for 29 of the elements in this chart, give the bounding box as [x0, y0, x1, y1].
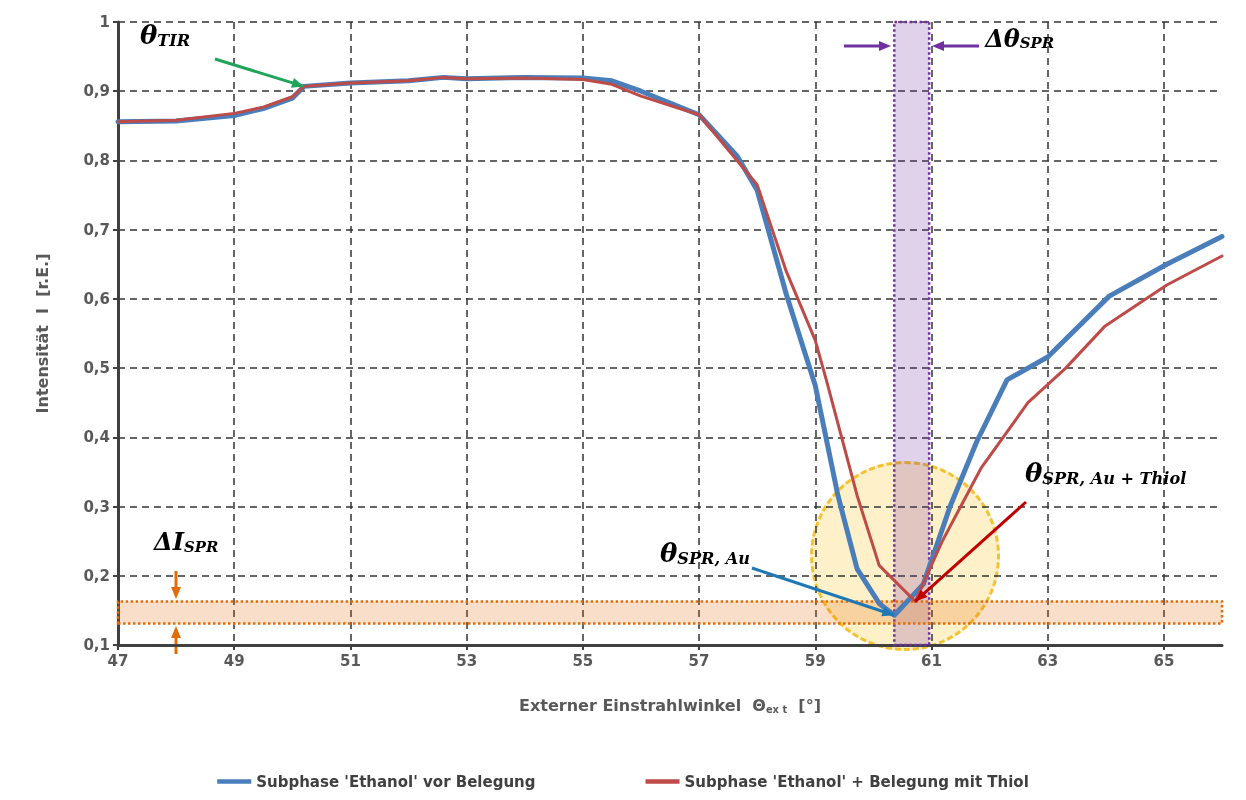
y-tick-label: 1 [99, 13, 110, 31]
x-tick-label: 55 [572, 651, 594, 670]
x-tick-label: 51 [339, 651, 361, 670]
annotation: θTIR [140, 20, 191, 51]
y-tick-label: 0,9 [83, 82, 110, 101]
y-tick-label: 0,2 [83, 566, 110, 585]
x-tick-label: 65 [1153, 651, 1175, 670]
annotation: θSPR, Au [660, 538, 750, 569]
y-tick-label: 0,3 [83, 497, 110, 516]
x-tick-label: 59 [804, 651, 826, 670]
x-tick-label: 47 [107, 651, 129, 670]
y-tick-label: 0,8 [83, 151, 110, 170]
legend-label: Subphase 'Ethanol' + Belegung mit Thiol [684, 772, 1029, 791]
legend-label: Subphase 'Ethanol' vor Belegung [256, 772, 536, 791]
x-axis-title: Externer Einstrahlwinkel Θex t [°] [519, 696, 821, 716]
x-tick-label: 49 [223, 651, 245, 670]
y-tick-label: 0,4 [83, 428, 110, 447]
x-tick-label: 63 [1037, 651, 1059, 670]
x-tick-label: 53 [456, 651, 478, 670]
y-axis-title: Intensität I [r.E.] [32, 253, 52, 414]
y-tick-label: 0,1 [83, 636, 110, 654]
y-tick-label: 0,5 [83, 359, 110, 378]
y-tick-label: 0,7 [83, 220, 110, 239]
x-tick-label: 57 [688, 651, 710, 670]
y-tick-label: 0,6 [83, 289, 110, 308]
x-tick-label: 61 [921, 651, 942, 670]
annotation: θSPR, Au + Thiol [1025, 458, 1187, 489]
band-label: ΔθSPR [984, 23, 1055, 53]
band-label: ΔISPR [153, 526, 219, 556]
